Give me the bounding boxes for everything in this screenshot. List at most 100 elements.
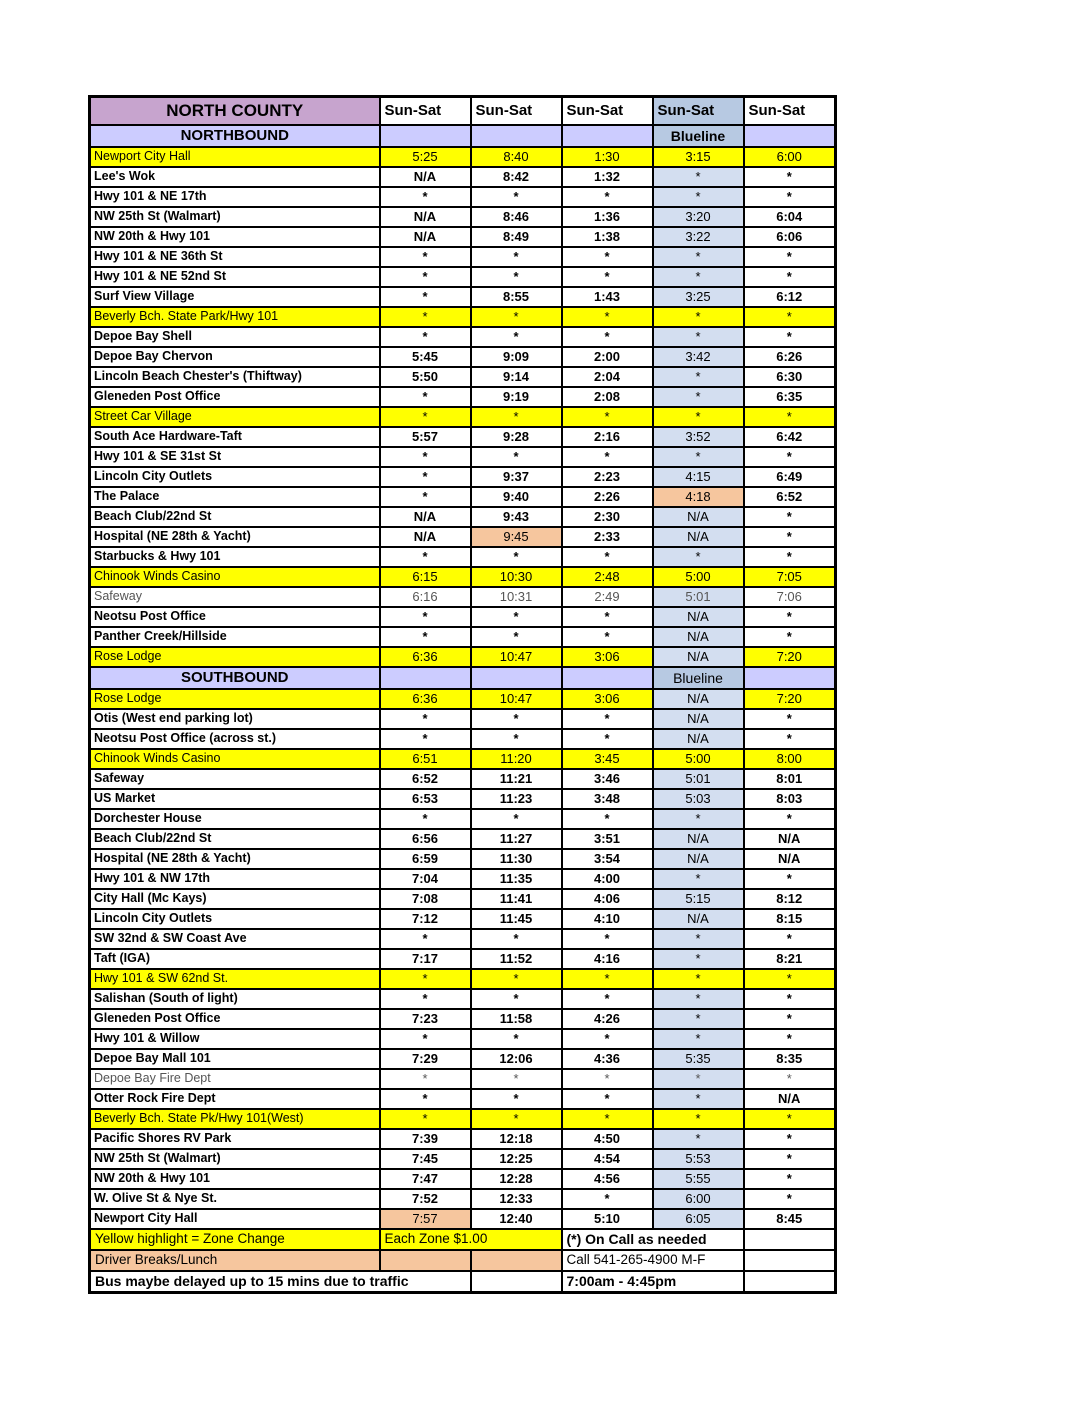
stop-name: Panther Creek/Hillside: [88, 626, 381, 648]
time-cell: *: [560, 626, 654, 648]
time-cell: 2:23: [560, 466, 654, 488]
stop-name: Gleneden Post Office: [88, 386, 381, 408]
time-cell: *: [469, 626, 563, 648]
stop-name: Surf View Village: [88, 286, 381, 308]
time-cell: *: [469, 406, 563, 428]
stop-name: Beverly Bch. State Pk/Hwy 101(West): [88, 1108, 381, 1130]
table-title: NORTH COUNTY: [88, 95, 381, 126]
time-cell: 8:40: [469, 146, 563, 168]
time-cell: *: [378, 606, 472, 628]
section-header-spacer: [469, 666, 563, 690]
stop-name: Chinook Winds Casino: [88, 566, 381, 588]
time-cell: 8:03: [742, 788, 837, 810]
time-cell: 3:48: [560, 788, 654, 810]
time-cell: *: [378, 626, 472, 648]
time-cell: 5:50: [378, 366, 472, 388]
time-cell: *: [378, 186, 472, 208]
time-cell: 6:59: [378, 848, 472, 870]
time-cell: 7:20: [742, 646, 837, 668]
time-cell: *: [651, 1028, 745, 1050]
time-cell: *: [742, 968, 837, 990]
stop-name: Taft (IGA): [88, 948, 381, 970]
time-cell: *: [742, 186, 837, 208]
time-cell: 6:56: [378, 828, 472, 850]
time-cell: 6:42: [742, 426, 837, 448]
stop-name: Depoe Bay Fire Dept: [88, 1068, 381, 1090]
time-cell: 6:52: [742, 486, 837, 508]
time-cell: N/A: [651, 688, 745, 710]
time-cell: *: [742, 1008, 837, 1030]
time-cell: 10:31: [469, 586, 563, 608]
time-cell: 11:52: [469, 948, 563, 970]
stop-name: NW 20th & Hwy 101: [88, 226, 381, 248]
time-cell: N/A: [378, 526, 472, 548]
stop-name: Lincoln City Outlets: [88, 908, 381, 930]
time-cell: 3:45: [560, 748, 654, 770]
time-cell: *: [378, 286, 472, 308]
time-cell: 1:38: [560, 226, 654, 248]
time-cell: 9:28: [469, 426, 563, 448]
time-cell: *: [651, 546, 745, 568]
time-cell: 12:28: [469, 1168, 563, 1190]
time-cell: *: [560, 1028, 654, 1050]
stop-name: Hwy 101 & NE 36th St: [88, 246, 381, 268]
time-cell: 8:00: [742, 748, 837, 770]
time-cell: *: [742, 526, 837, 548]
time-cell: 7:39: [378, 1128, 472, 1150]
section-header-spacer: [378, 124, 472, 148]
time-cell: *: [560, 1188, 654, 1210]
stop-name: US Market: [88, 788, 381, 810]
time-cell: 4:56: [560, 1168, 654, 1190]
time-cell: 7:08: [378, 888, 472, 910]
time-cell: *: [651, 968, 745, 990]
time-cell: 4:10: [560, 908, 654, 930]
stop-name: Rose Lodge: [88, 688, 381, 710]
time-cell: 3:20: [651, 206, 745, 228]
time-cell: *: [378, 546, 472, 568]
stop-name: SW 32nd & SW Coast Ave: [88, 928, 381, 950]
legend-zone-change: Yellow highlight = Zone Change: [88, 1228, 381, 1251]
time-cell: *: [560, 708, 654, 730]
time-cell: *: [651, 988, 745, 1010]
time-cell: N/A: [378, 506, 472, 528]
hours-note: 7:00am - 4:45pm: [560, 1270, 745, 1294]
time-cell: 11:45: [469, 908, 563, 930]
stop-name: Neotsu Post Office: [88, 606, 381, 628]
time-cell: *: [469, 446, 563, 468]
time-cell: 2:08: [560, 386, 654, 408]
time-cell: *: [651, 1108, 745, 1130]
stop-name: South Ace Hardware-Taft: [88, 426, 381, 448]
time-cell: *: [742, 728, 837, 750]
time-cell: 1:32: [560, 166, 654, 188]
time-cell: *: [469, 606, 563, 628]
section-header-spacer: [469, 124, 563, 148]
time-cell: *: [560, 606, 654, 628]
time-cell: 8:49: [469, 226, 563, 248]
time-cell: *: [742, 626, 837, 648]
footer-spacer: [742, 1270, 837, 1294]
time-cell: 10:47: [469, 688, 563, 710]
time-cell: *: [378, 728, 472, 750]
time-cell: 4:18: [651, 486, 745, 508]
time-cell: N/A: [651, 848, 745, 870]
time-cell: *: [651, 1068, 745, 1090]
time-cell: *: [378, 446, 472, 468]
time-cell: *: [469, 306, 563, 328]
time-cell: 4:50: [560, 1128, 654, 1150]
time-cell: 12:40: [469, 1208, 563, 1230]
time-cell: 2:26: [560, 486, 654, 508]
time-cell: 6:35: [742, 386, 837, 408]
time-cell: *: [651, 868, 745, 890]
time-cell: 6:36: [378, 688, 472, 710]
section-header-spacer: [560, 124, 654, 148]
time-cell: *: [651, 446, 745, 468]
time-cell: 8:35: [742, 1048, 837, 1070]
stop-name: W. Olive St & Nye St.: [88, 1188, 381, 1210]
time-cell: *: [378, 486, 472, 508]
time-cell: *: [469, 928, 563, 950]
time-cell: N/A: [378, 206, 472, 228]
time-cell: *: [651, 166, 745, 188]
time-cell: 7:52: [378, 1188, 472, 1210]
call-note: Call 541-265-4900 M-F: [560, 1249, 745, 1272]
